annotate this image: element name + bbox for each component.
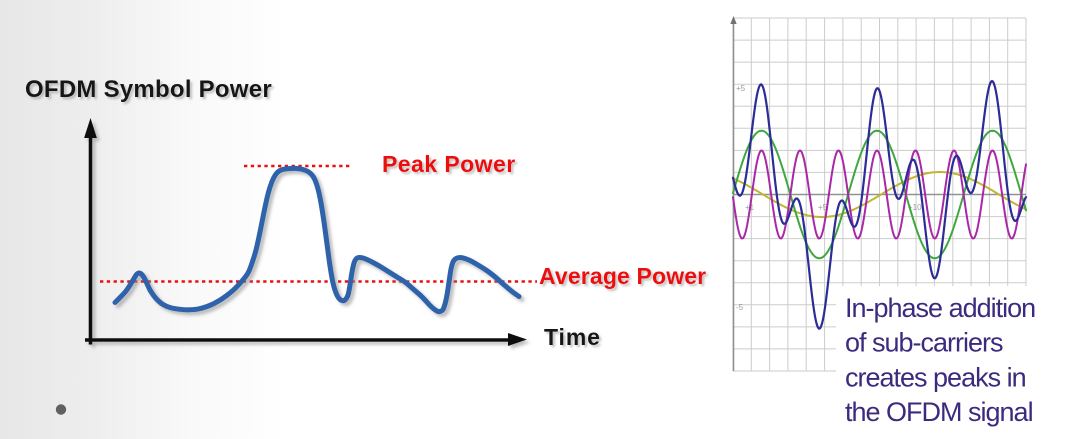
svg-text:of sub-carriers: of sub-carriers [845,328,1003,358]
svg-text:+10: +10 [908,203,922,212]
svg-text:creates peaks in: creates peaks in [845,362,1026,392]
svg-text:+5: +5 [736,84,746,93]
svg-text:-5: -5 [736,303,744,312]
svg-text:Peak Power: Peak Power [382,151,516,177]
svg-text:the OFDM signal: the OFDM signal [845,397,1033,427]
svg-text:Average Power: Average Power [539,263,706,289]
svg-text:OFDM Symbol Power: OFDM Symbol Power [25,76,272,103]
svg-text:Time: Time [544,324,601,350]
svg-text:+5: +5 [818,203,828,212]
svg-text:In-phase addition: In-phase addition [845,293,1035,323]
